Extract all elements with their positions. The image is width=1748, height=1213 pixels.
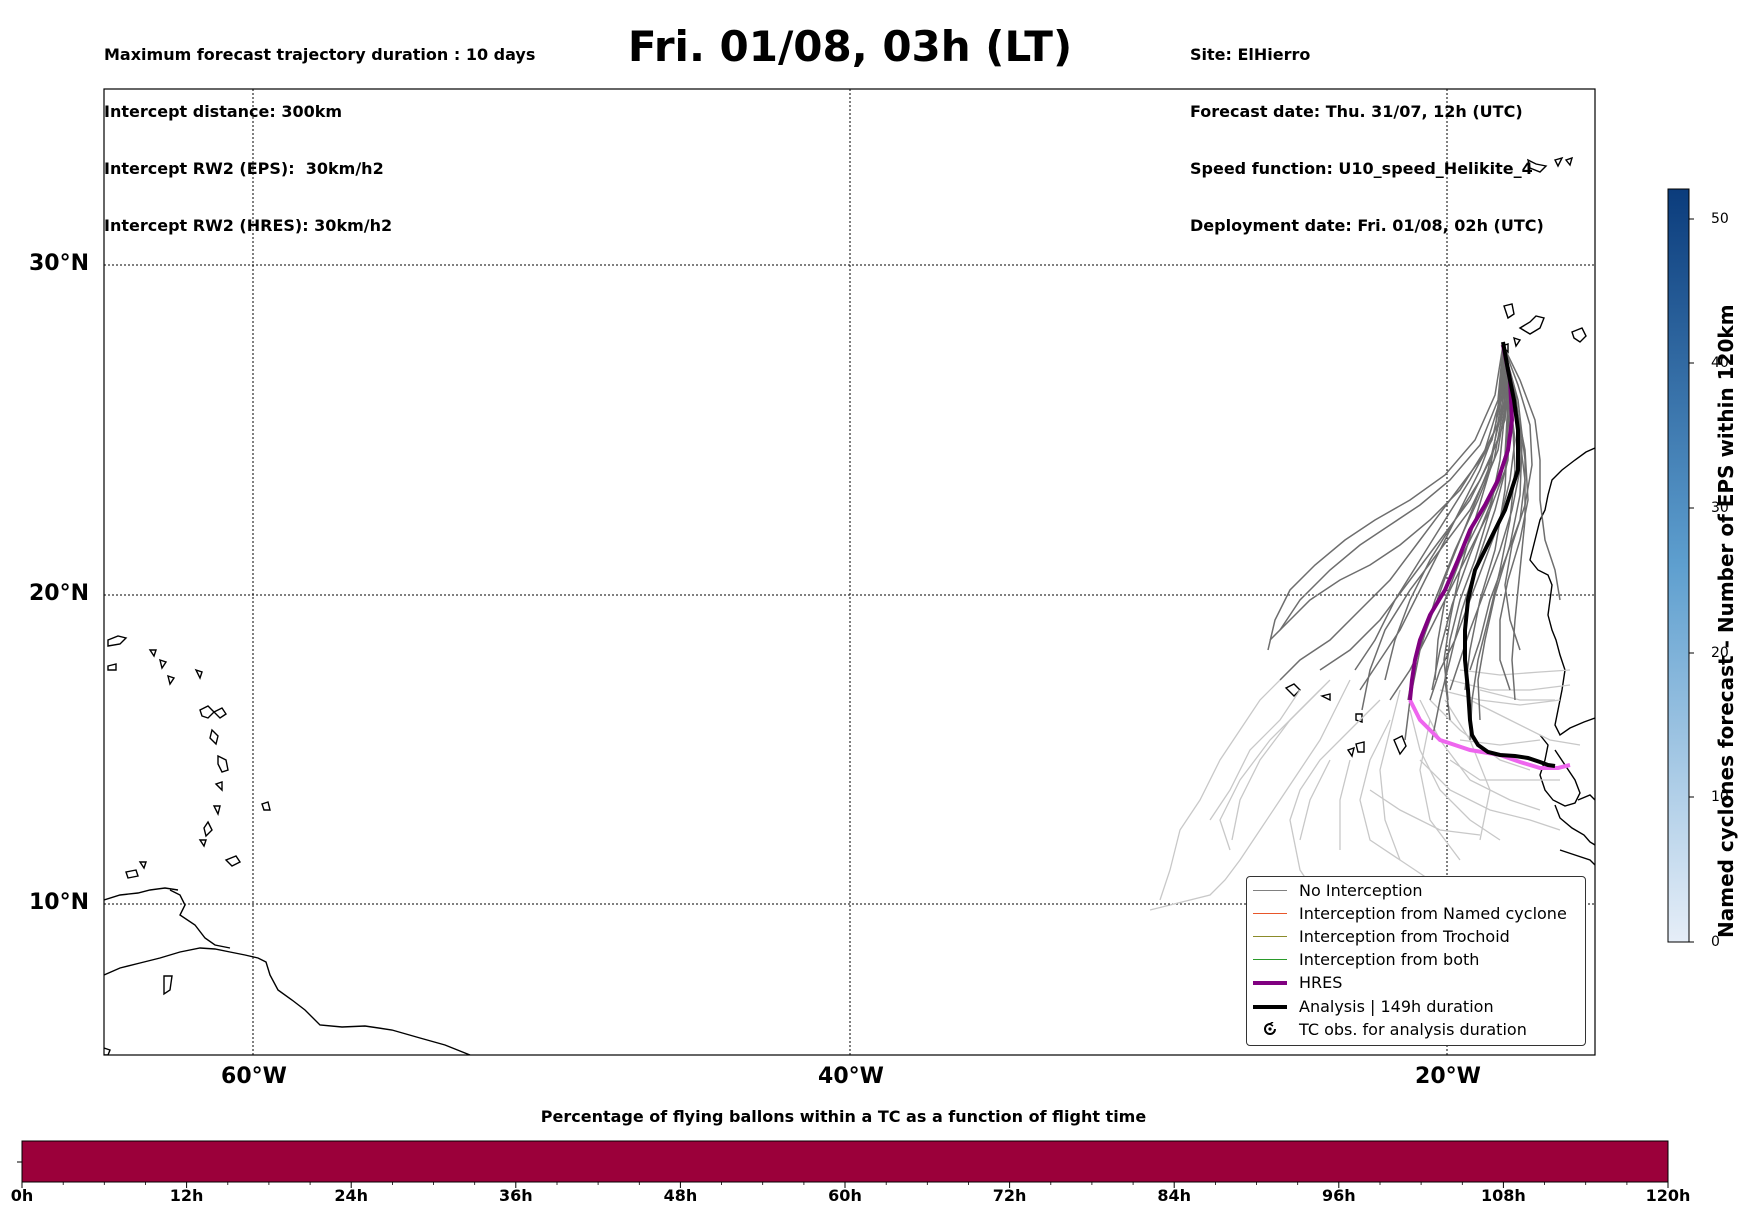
legend-label: Interception from Named cyclone bbox=[1299, 904, 1567, 923]
colorbar-tick-label: 0 bbox=[1711, 934, 1720, 950]
africa-coast bbox=[1529, 447, 1595, 737]
lon-label-40w: 40°W bbox=[818, 1064, 884, 1089]
lat-label-30n: 30°N bbox=[28, 251, 89, 276]
legend-item: Interception from Named cyclone bbox=[1247, 902, 1585, 925]
legend-label: Interception from Trochoid bbox=[1299, 927, 1510, 946]
lat-label-10n: 10°N bbox=[28, 890, 89, 915]
header-line-intercept-hres: Intercept RW2 (HRES): 30km/h2 bbox=[104, 216, 393, 235]
lat-label-20n: 20°N bbox=[28, 581, 89, 606]
header-line-speed-function: Speed function: U10_speed_Helikite_4 bbox=[1190, 159, 1533, 178]
header-site-info: Site: ElHierro Forecast date: Thu. 31/07… bbox=[1190, 7, 1544, 254]
canary-islands bbox=[1526, 158, 1548, 173]
legend-label: TC obs. for analysis duration bbox=[1299, 1020, 1527, 1039]
cyclone-icon bbox=[1264, 1022, 1276, 1035]
time-tick-label: 72h bbox=[992, 1186, 1027, 1205]
legend-label: HRES bbox=[1299, 973, 1343, 992]
time-tick-label: 48h bbox=[663, 1186, 698, 1205]
legend-swatch-trochoid bbox=[1253, 936, 1287, 937]
colorbar-tick-label: 10 bbox=[1711, 789, 1729, 805]
colorbar-tick-label: 20 bbox=[1711, 645, 1729, 661]
time-tick-label: 84h bbox=[1157, 1186, 1192, 1205]
colorbar-tick-label: 40 bbox=[1711, 355, 1729, 371]
header-line-duration: Maximum forecast trajectory duration : 1… bbox=[104, 45, 536, 64]
time-bar-minor-ticks bbox=[62, 1182, 1628, 1185]
legend-item: Interception from both bbox=[1247, 948, 1585, 971]
hres-trajectory bbox=[1408, 344, 1515, 701]
time-tick-label: 120h bbox=[1645, 1186, 1691, 1205]
time-tick-label: 36h bbox=[498, 1186, 533, 1205]
legend-label: Interception from both bbox=[1299, 950, 1480, 969]
header-line-forecast-date: Forecast date: Thu. 31/07, 12h (UTC) bbox=[1190, 102, 1523, 121]
time-tick-label: 96h bbox=[1321, 1186, 1356, 1205]
colorbar bbox=[1667, 188, 1690, 943]
map-legend: No Interception Interception from Named … bbox=[1246, 876, 1586, 1046]
caribbean-islands bbox=[107, 635, 128, 647]
header-line-intercept-eps: Intercept RW2 (EPS): 30km/h2 bbox=[104, 159, 384, 178]
time-bar bbox=[21, 1140, 1669, 1183]
legend-item: TC obs. for analysis duration bbox=[1247, 1018, 1585, 1041]
time-tick-label: 60h bbox=[828, 1186, 862, 1205]
time-bar-ticks bbox=[17, 1161, 1669, 1188]
lon-label-20w: 20°W bbox=[1415, 1064, 1481, 1089]
colorbar-tick-label: 50 bbox=[1711, 211, 1729, 227]
colorbar-tick-label: 30 bbox=[1711, 500, 1729, 516]
colorbar-ticks bbox=[1689, 218, 1694, 943]
legend-item: Analysis | 149h duration bbox=[1247, 995, 1585, 1018]
legend-swatch-both bbox=[1253, 959, 1287, 960]
time-tick-label: 12h bbox=[169, 1186, 204, 1205]
main-title: Fri. 01/08, 03h (LT) bbox=[627, 22, 1073, 71]
legend-label: No Interception bbox=[1299, 881, 1423, 900]
legend-swatch-named-cyclone bbox=[1253, 913, 1287, 914]
header-line-site: Site: ElHierro bbox=[1190, 45, 1311, 64]
lon-label-60w: 60°W bbox=[221, 1064, 287, 1089]
analysis-trajectory bbox=[1463, 341, 1556, 768]
time-tick-label: 0h bbox=[10, 1186, 34, 1205]
gridlines bbox=[104, 89, 1595, 1055]
legend-swatch-no-interception bbox=[1253, 890, 1287, 891]
legend-item: Interception from Trochoid bbox=[1247, 925, 1585, 948]
legend-label: Analysis | 149h duration bbox=[1299, 997, 1494, 1016]
header-parameters: Maximum forecast trajectory duration : 1… bbox=[104, 7, 535, 254]
legend-swatch-hres bbox=[1253, 981, 1287, 985]
colorbar-title: Named cyclones forecast - Number of EPS … bbox=[1714, 304, 1738, 938]
time-tick-label: 24h bbox=[334, 1186, 369, 1205]
south-america-coast bbox=[104, 947, 471, 1055]
legend-item: HRES bbox=[1247, 971, 1585, 994]
header-line-intercept-distance: Intercept distance: 300km bbox=[104, 102, 343, 121]
time-bar-title: Percentage of flying ballons within a TC… bbox=[540, 1107, 1147, 1126]
header-line-deployment-date: Deployment date: Fri. 01/08, 02h (UTC) bbox=[1190, 216, 1544, 235]
legend-item: No Interception bbox=[1247, 879, 1585, 902]
time-tick-label: 108h bbox=[1480, 1186, 1526, 1205]
legend-swatch-analysis bbox=[1253, 1005, 1287, 1009]
